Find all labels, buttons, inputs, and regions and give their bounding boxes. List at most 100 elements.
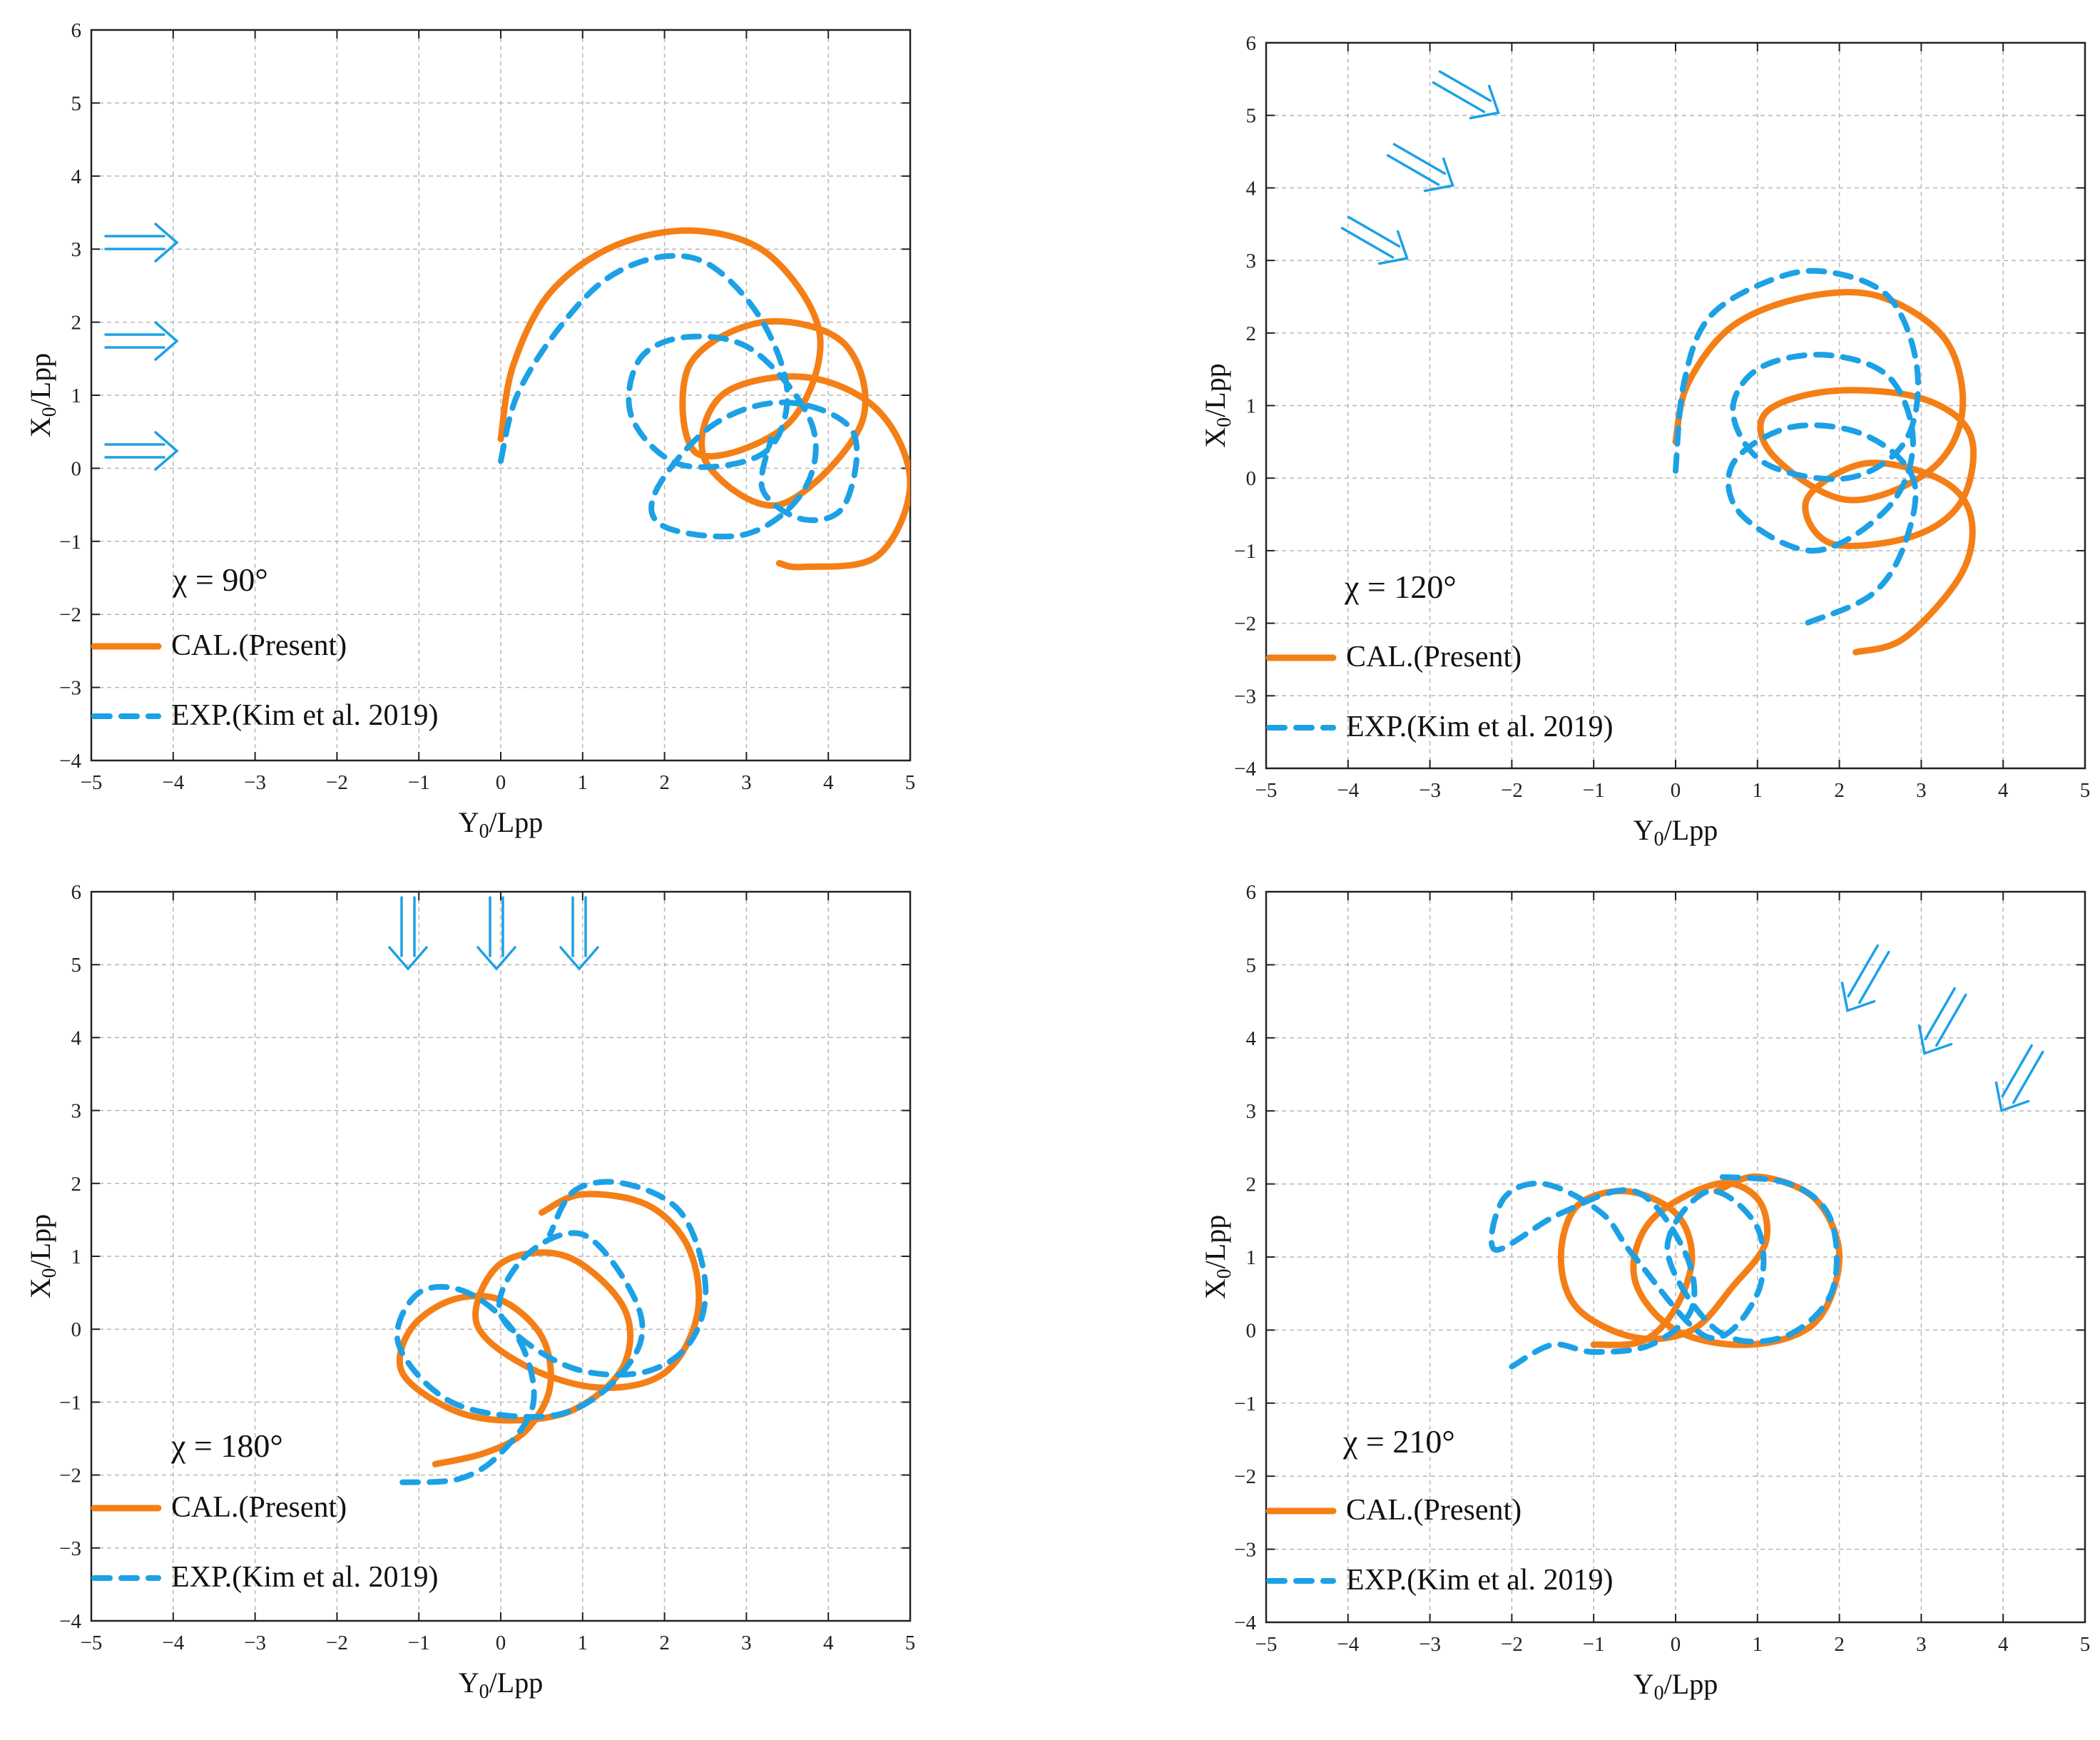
y-tick-label: 6	[71, 19, 82, 42]
x-axis-label-subscript: 0	[479, 820, 489, 843]
y-tick-label: −4	[1234, 758, 1256, 780]
y-tick-label: −2	[59, 1465, 81, 1487]
exp-trajectory-line	[1673, 268, 1921, 626]
legend-exp-label: EXP.(Kim et al. 2019)	[1346, 711, 1613, 743]
x-tick-label: −5	[81, 1632, 103, 1654]
y-tick-label: 3	[1246, 250, 1257, 273]
x-tick-label: −1	[1583, 779, 1605, 802]
arrow-head	[1840, 981, 1876, 1012]
arrow-head	[1377, 230, 1409, 265]
x-tick-label: −2	[326, 771, 348, 794]
y-tick-label: −3	[59, 677, 81, 700]
x-tick-label: 0	[1671, 779, 1681, 802]
y-axis-label-subscript: 0	[39, 1268, 61, 1278]
y-tick-label: 2	[1246, 322, 1257, 345]
y-axis-label-main: X	[1199, 427, 1231, 448]
trajectory-panel-chi-180: −5 −4 −3 −2 −1 0 1 2 3 4 5−4−3−2−10123456Y0/LppX0/…	[24, 881, 915, 1703]
x-tick-label: 1	[578, 1632, 588, 1654]
arrow-head	[559, 946, 599, 971]
y-axis-label-rest: /Lpp	[1199, 1215, 1231, 1269]
wave-direction-arrow-icon	[476, 896, 516, 971]
x-tick-label: −4	[1337, 779, 1359, 802]
legend-cal-label: CAL.(Present)	[1346, 1494, 1522, 1527]
legend-exp-label: EXP.(Kim et al. 2019)	[171, 699, 438, 732]
y-tick-label: 4	[71, 1027, 82, 1049]
x-tick-label: −3	[244, 771, 266, 794]
wave-direction-arrow-icon	[559, 896, 599, 971]
x-axis-label-rest: /Lpp	[489, 806, 544, 838]
y-tick-label: 2	[71, 1173, 82, 1196]
exp-trajectory-line	[394, 1179, 709, 1485]
trajectory-panel-chi-210: −5 −4 −3 −2 −1 0 1 2 3 4 5−4−3−2−10123456Y0/LppX0/…	[1199, 881, 2090, 1704]
y-tick-label: −2	[59, 604, 81, 626]
y-tick-label: −1	[1234, 540, 1256, 563]
legend-exp-label: EXP.(Kim et al. 2019)	[171, 1561, 438, 1594]
y-tick-label: 5	[71, 954, 82, 977]
y-tick-label: −1	[59, 531, 81, 554]
y-tick-label: 4	[71, 166, 82, 188]
x-tick-label: 5	[2080, 779, 2091, 802]
arrow-head	[1994, 1081, 2030, 1112]
y-tick-label: 4	[1246, 177, 1257, 200]
x-tick-label: 1	[578, 771, 588, 794]
x-tick-label: 3	[741, 771, 752, 794]
arrow-head	[1917, 1024, 1953, 1055]
y-axis-label: X0/Lpp	[1199, 363, 1235, 447]
y-tick-label: 3	[71, 1100, 82, 1123]
x-tick-label: −1	[1583, 1633, 1605, 1656]
cal-trajectory-line	[497, 227, 910, 571]
x-tick-label: −3	[244, 1632, 266, 1654]
y-tick-label: 2	[1246, 1174, 1257, 1196]
x-axis-label-subscript: 0	[1654, 828, 1664, 850]
arrow-shaft	[1858, 950, 1890, 1004]
x-axis-label-rest: /Lpp	[1664, 814, 1718, 846]
y-axis-label-main: X	[24, 417, 56, 437]
y-axis-label-main: X	[24, 1278, 56, 1298]
arrow-shaft	[1438, 70, 1492, 102]
series-layer	[1488, 1173, 1843, 1370]
chi-annotation: χ = 210°	[1342, 1423, 1455, 1460]
y-tick-label: 0	[71, 1318, 82, 1341]
y-tick-label: −4	[1234, 1612, 1256, 1634]
y-axis-label-rest: /Lpp	[1199, 363, 1231, 417]
wave-direction-arrow-icon	[104, 223, 179, 263]
x-tick-label: 3	[1916, 1633, 1927, 1656]
y-tick-label: 0	[1246, 467, 1257, 490]
x-tick-label: 1	[1753, 1633, 1763, 1656]
x-tick-label: −2	[1501, 1633, 1523, 1656]
y-tick-label: 6	[1246, 32, 1257, 55]
x-tick-label: 4	[823, 771, 834, 794]
wave-direction-arrow-icon	[1340, 215, 1409, 265]
y-axis-label-subscript: 0	[1213, 1268, 1235, 1278]
arrow-shaft	[1432, 81, 1486, 113]
x-tick-label: −2	[1501, 779, 1523, 802]
x-tick-label: 2	[1834, 779, 1845, 802]
x-axis-label: Y0/Lpp	[1633, 814, 1718, 850]
chi-annotation: χ = 120°	[1344, 569, 1457, 605]
x-tick-label: 3	[741, 1632, 752, 1654]
legend-exp-label: EXP.(Kim et al. 2019)	[1346, 1564, 1613, 1597]
arrow-head	[154, 223, 179, 263]
y-tick-label: −4	[59, 750, 81, 773]
y-axis-label-subscript: 0	[1213, 417, 1235, 427]
x-tick-label: 0	[496, 771, 506, 794]
x-axis-label-rest: /Lpp	[1664, 1668, 1718, 1700]
x-tick-label: −3	[1419, 1633, 1441, 1656]
x-tick-label: 0	[1671, 1633, 1681, 1656]
x-tick-label: 5	[905, 1632, 916, 1654]
arrow-shaft	[1386, 154, 1440, 186]
wave-direction-arrow-icon	[104, 321, 179, 361]
series-layer	[497, 227, 910, 571]
x-tick-label: −1	[408, 771, 430, 794]
y-tick-label: 1	[71, 385, 82, 407]
y-axis-label-subscript: 0	[39, 407, 61, 417]
y-tick-label: 1	[1246, 395, 1257, 418]
wave-direction-arrow-icon	[388, 896, 428, 971]
y-tick-label: −1	[1234, 1393, 1256, 1415]
legend-cal-label: CAL.(Present)	[171, 1491, 347, 1524]
x-tick-label: −3	[1419, 779, 1441, 802]
y-tick-label: −3	[1234, 1539, 1256, 1562]
wave-direction-arrow-icon	[1432, 70, 1500, 120]
cal-trajectory-line	[1672, 289, 1977, 656]
